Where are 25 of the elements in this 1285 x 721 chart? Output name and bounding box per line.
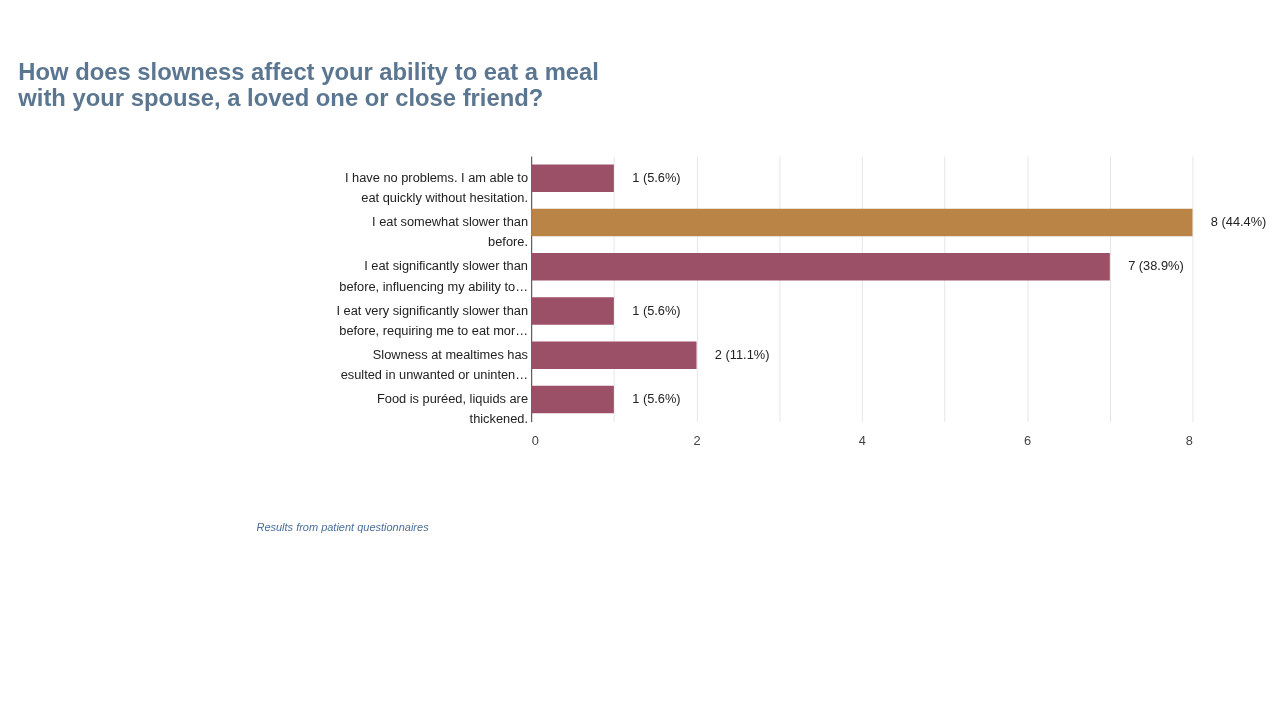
bar	[531, 208, 1193, 237]
x-tick-label: 2	[693, 433, 701, 449]
text: Results from patient questionnaires	[256, 520, 430, 533]
x-tick-label: 8	[1185, 433, 1193, 449]
y-tick-label: I have no problems. I am able to eat quickly without hesitation.	[344, 169, 529, 206]
text: How does slowness affect your ability to eat a meal with your spouse, a loved one or close friend?	[17, 58, 599, 111]
data-label: 1 (5.6%)	[632, 391, 681, 407]
data-label: 1 (5.6%)	[632, 169, 681, 185]
bar	[531, 385, 614, 414]
y-tick-label: I eat significantly slower than before, influencing my ability to…	[339, 258, 529, 294]
bar	[531, 297, 614, 325]
y-tick-label: Slowness at mealtimes has esulted in unwanted or uninten…	[340, 346, 529, 383]
bar	[531, 164, 614, 192]
bar	[531, 341, 697, 369]
bar	[531, 253, 1110, 281]
y-tick-label: I eat somewhat slower than before.	[372, 214, 529, 250]
x-tick-label: 4	[858, 433, 866, 449]
data-label: 7 (38.9%)	[1128, 258, 1184, 274]
y-tick-label: Food is puréed, liquids are thickened.	[377, 391, 529, 427]
x-tick-label: 0	[531, 433, 539, 449]
x-tick-label: 6	[1024, 433, 1032, 449]
data-label: 2 (11.1%)	[714, 346, 770, 362]
data-label: 8 (44.4%)	[1210, 214, 1267, 230]
data-label: 1 (5.6%)	[632, 302, 681, 318]
y-tick-label: I eat very significantly slower than before, requiring me to eat mor…	[336, 302, 529, 338]
